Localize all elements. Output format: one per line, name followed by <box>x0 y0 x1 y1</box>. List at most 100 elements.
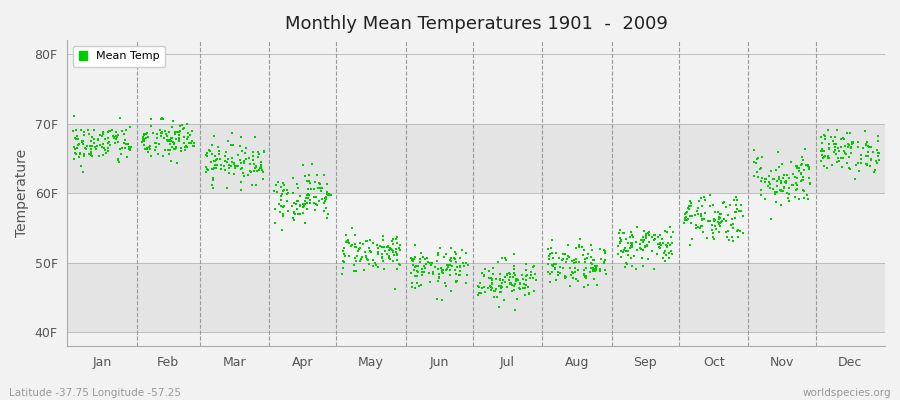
Point <box>789 186 804 193</box>
Point <box>789 174 804 181</box>
Point <box>159 131 174 137</box>
Point <box>200 150 214 156</box>
Point <box>522 290 536 296</box>
Point <box>640 242 654 248</box>
Point <box>312 180 327 186</box>
Point <box>286 200 301 206</box>
Point <box>295 204 310 210</box>
Point <box>476 284 491 290</box>
Point <box>281 189 295 196</box>
Point <box>657 250 671 256</box>
Point <box>838 143 852 150</box>
Point <box>202 148 217 154</box>
Point <box>69 136 84 143</box>
Point <box>234 187 248 194</box>
Point <box>519 267 534 273</box>
Point <box>95 152 110 158</box>
Point <box>763 216 778 222</box>
Point <box>410 273 425 280</box>
Point <box>84 146 98 152</box>
Point <box>863 162 878 169</box>
Point <box>522 290 536 297</box>
Point <box>664 239 679 246</box>
Point <box>792 168 806 175</box>
Point <box>287 210 302 217</box>
Point <box>723 202 737 208</box>
Point <box>74 127 88 134</box>
Point <box>101 129 115 136</box>
Point <box>199 169 213 175</box>
Point <box>150 131 165 138</box>
Point <box>152 126 166 133</box>
Point <box>713 220 727 226</box>
Point <box>861 149 876 155</box>
Point <box>584 264 598 271</box>
Point <box>338 239 353 245</box>
Point <box>449 259 464 265</box>
Point <box>871 157 886 163</box>
Point <box>336 248 350 255</box>
Point <box>319 195 333 202</box>
Point <box>543 279 557 285</box>
Point <box>869 158 884 164</box>
Point <box>122 146 136 152</box>
Point <box>351 248 365 254</box>
Point <box>234 160 248 166</box>
Point <box>84 150 98 157</box>
Point <box>611 230 625 236</box>
Point <box>448 256 463 262</box>
Point <box>166 118 180 125</box>
Point <box>732 207 746 214</box>
Point <box>102 139 116 146</box>
Point <box>724 216 739 222</box>
Point <box>663 234 678 240</box>
Point <box>485 276 500 283</box>
Point <box>411 283 426 289</box>
Point <box>371 245 385 251</box>
Point <box>389 246 403 252</box>
Point <box>724 222 738 228</box>
Point <box>292 210 307 217</box>
Point <box>866 149 880 156</box>
Point <box>828 134 842 140</box>
Point <box>592 266 607 272</box>
Point <box>526 275 540 281</box>
Point <box>210 162 224 168</box>
Point <box>842 142 857 148</box>
Point <box>567 257 581 264</box>
Point <box>76 141 90 148</box>
Point <box>779 172 794 178</box>
Point <box>248 165 262 172</box>
Point <box>337 258 351 265</box>
Point <box>502 270 517 277</box>
Point <box>337 245 351 251</box>
Point <box>797 194 812 201</box>
Point <box>660 243 674 249</box>
Point <box>637 228 652 234</box>
Point <box>472 280 487 286</box>
Point <box>817 131 832 138</box>
Point <box>290 206 304 212</box>
Point <box>555 264 570 271</box>
Point <box>758 176 772 182</box>
Point <box>140 129 154 136</box>
Point <box>280 198 294 204</box>
Point <box>490 294 504 300</box>
Point <box>551 269 565 275</box>
Point <box>92 153 106 160</box>
Point <box>68 135 83 141</box>
Point <box>860 153 874 159</box>
Point <box>794 169 808 176</box>
Point <box>167 140 182 146</box>
Point <box>495 254 509 261</box>
Point <box>766 186 780 192</box>
Legend: Mean Temp: Mean Temp <box>73 46 166 67</box>
Point <box>680 209 694 215</box>
Point <box>495 280 509 286</box>
Point <box>338 232 353 239</box>
Point <box>814 148 828 154</box>
Point <box>352 246 366 252</box>
Point <box>407 267 421 273</box>
Point <box>422 270 436 276</box>
Point <box>66 128 80 134</box>
